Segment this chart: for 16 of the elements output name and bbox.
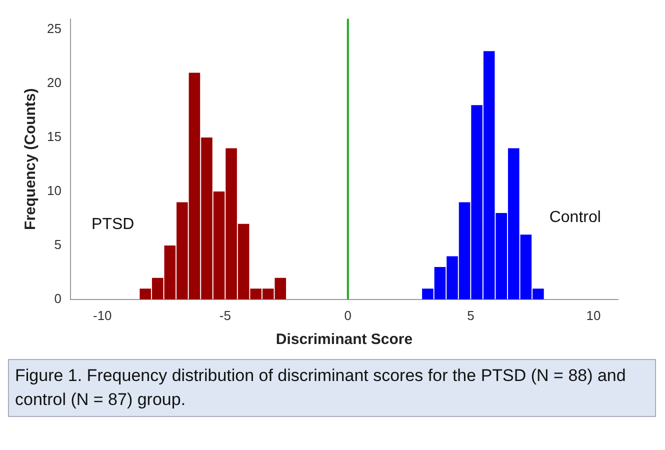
x-axis-title: Discriminant Score (276, 331, 413, 348)
y-axis-title: Frequency (Counts) (22, 88, 40, 230)
caption: Figure 1. Frequency distribution of discriminant scores for the PTSD (N = 88) and control (N = 87) group. (8, 359, 656, 417)
y-tick-label: 5 (54, 237, 62, 252)
x-tick-label: 5 (467, 308, 474, 323)
x-tick-label: -5 (219, 308, 231, 323)
x-tick-label: 10 (586, 308, 601, 323)
series-label: Control (549, 208, 601, 226)
y-tick-label: 25 (46, 21, 62, 36)
y-tick-label: 10 (46, 183, 62, 198)
x-tick-label: -10 (92, 308, 112, 323)
x-tick-label: 0 (344, 308, 352, 323)
text: PTSD (92, 216, 134, 234)
y-tick-label: 20 (46, 75, 62, 90)
y-tick-label: 0 (54, 290, 62, 306)
y-tick-label: 15 (46, 129, 62, 144)
